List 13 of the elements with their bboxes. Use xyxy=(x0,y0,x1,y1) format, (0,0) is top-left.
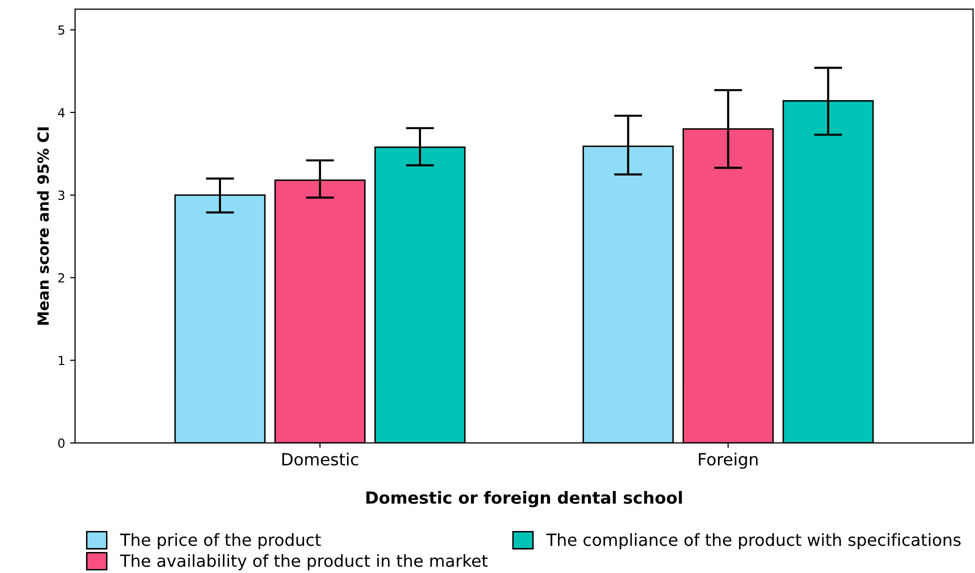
y-tick-label: 1 xyxy=(58,356,64,366)
legend-label: The compliance of the product with specifications xyxy=(546,533,961,550)
y-axis-title: Mean score and 95% CI xyxy=(37,127,49,325)
x-axis-title: Domestic or foreign dental school xyxy=(366,491,682,508)
legend-label: The availability of the product in the market xyxy=(120,554,488,570)
y-tick-label: 0 xyxy=(58,438,65,448)
x-tick-label: Foreign xyxy=(698,452,758,469)
x-tick-label: Domestic xyxy=(282,452,358,466)
legend-label: The price of the product xyxy=(120,533,321,550)
y-tick-label: 5 xyxy=(58,25,64,35)
y-tick-label: 2 xyxy=(58,273,64,282)
y-tick-label: 4 xyxy=(58,108,65,118)
y-tick-label: 3 xyxy=(58,190,64,200)
